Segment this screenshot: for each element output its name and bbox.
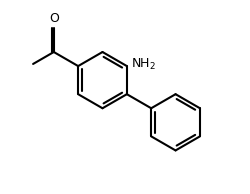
Text: NH$_2$: NH$_2$ — [131, 57, 156, 72]
Text: O: O — [49, 12, 59, 25]
